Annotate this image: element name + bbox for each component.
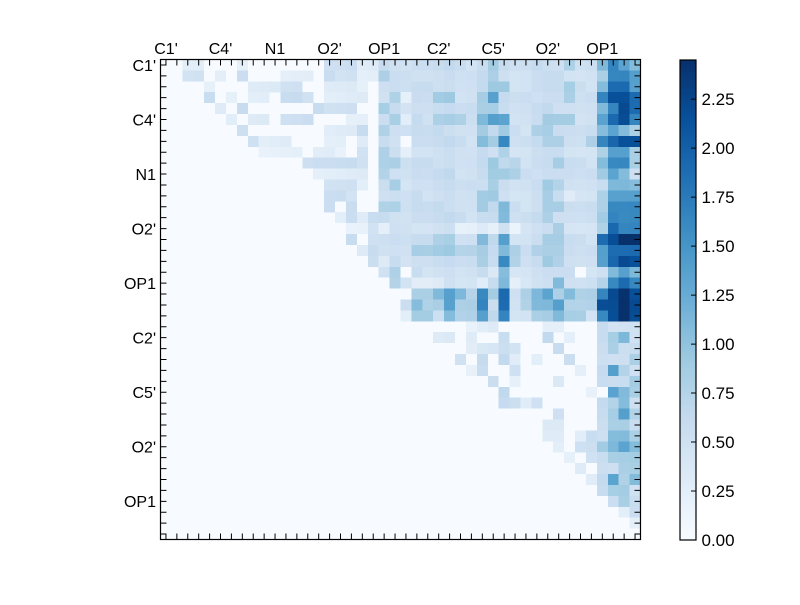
svg-text:C5': C5': [481, 41, 505, 58]
svg-text:0.25: 0.25: [702, 482, 735, 501]
svg-text:C2': C2': [427, 41, 451, 58]
svg-text:OP1: OP1: [124, 494, 156, 511]
svg-text:C5': C5': [132, 385, 156, 402]
svg-text:O2': O2': [132, 221, 156, 238]
svg-text:C4': C4': [132, 112, 156, 129]
svg-text:2.25: 2.25: [702, 90, 735, 109]
svg-text:C4': C4': [209, 41, 233, 58]
svg-text:1.75: 1.75: [702, 188, 735, 207]
svg-text:O2': O2': [536, 41, 560, 58]
svg-text:N1: N1: [265, 41, 286, 58]
svg-text:0.50: 0.50: [702, 433, 735, 452]
svg-text:C1': C1': [132, 58, 156, 75]
svg-text:1.00: 1.00: [702, 335, 735, 354]
svg-text:1.25: 1.25: [702, 286, 735, 305]
svg-text:C2': C2': [132, 331, 156, 348]
svg-text:1.50: 1.50: [702, 237, 735, 256]
svg-text:OP1: OP1: [368, 41, 400, 58]
svg-text:O2': O2': [317, 41, 341, 58]
svg-text:O2': O2': [132, 440, 156, 457]
svg-text:N1: N1: [136, 167, 157, 184]
svg-text:0.75: 0.75: [702, 384, 735, 403]
svg-text:C1': C1': [154, 41, 178, 58]
svg-text:OP1: OP1: [124, 276, 156, 293]
svg-text:0.00: 0.00: [702, 531, 735, 550]
svg-text:2.00: 2.00: [702, 139, 735, 158]
svg-text:OP1: OP1: [586, 41, 618, 58]
